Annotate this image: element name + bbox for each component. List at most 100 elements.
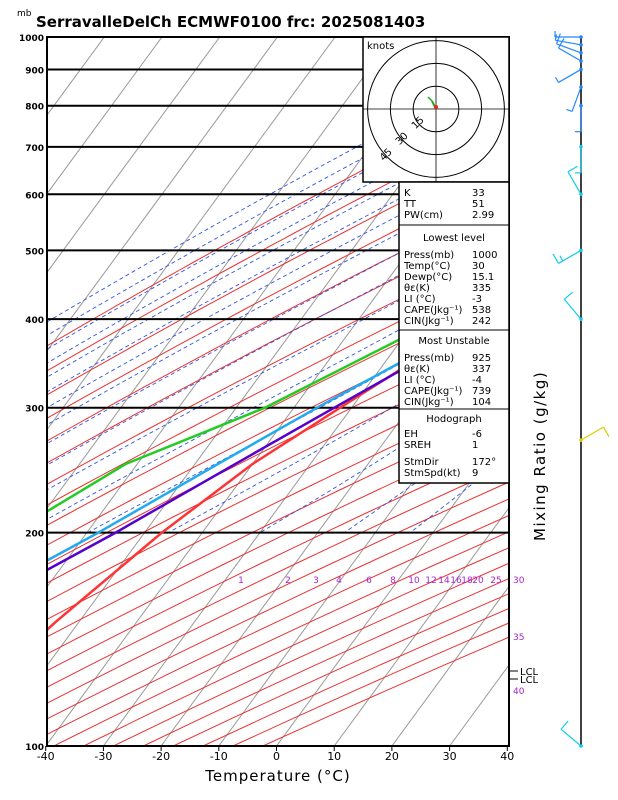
moist-adiabat-line xyxy=(47,95,509,350)
dry-adiabat-line xyxy=(47,197,509,442)
index-label: Temp(°C) xyxy=(403,261,451,272)
dry-adiabat-line xyxy=(47,172,509,419)
index-label: θε(K) xyxy=(404,283,430,294)
mixing-ratio-line xyxy=(595,37,618,194)
wind-barb xyxy=(555,39,582,46)
moist-adiabat-line xyxy=(47,110,509,364)
dry-adiabat-line xyxy=(47,481,509,704)
index-value: 1 xyxy=(472,440,478,451)
wind-barb-feather xyxy=(563,291,574,300)
mixing-ratio-label: 14 xyxy=(438,576,450,586)
mixing-ratio-label: 10 xyxy=(408,576,420,586)
pressure-tick-label: 500 xyxy=(25,247,44,257)
dry-adiabat-line xyxy=(47,391,509,620)
wind-barb-feather xyxy=(560,720,569,730)
profile-line-temperature xyxy=(47,301,509,632)
wind-barb-feather xyxy=(567,165,578,173)
dry-adiabat-line xyxy=(47,410,509,638)
pressure-tick-label: 100 xyxy=(25,743,44,753)
isotherm-line xyxy=(333,506,509,746)
index-value: 30 xyxy=(472,261,485,272)
wind-barb-station xyxy=(579,744,583,748)
index-value: 538 xyxy=(472,305,491,316)
index-label: PW(cm) xyxy=(404,210,443,221)
pressure-tick-label: 600 xyxy=(25,191,44,201)
index-value: -4 xyxy=(472,375,482,386)
wind-barb-feather xyxy=(566,108,573,113)
wind-barb-station xyxy=(579,42,583,47)
mixing-ratio-label: 8 xyxy=(390,576,396,586)
profile-line-parcel-most-unstable xyxy=(47,301,509,562)
moist-adiabat-line xyxy=(47,241,509,491)
dry-adiabat-line xyxy=(47,331,509,565)
index-label: LI (°C) xyxy=(404,294,436,305)
index-label: TT xyxy=(403,199,417,210)
index-label: LI (°C) xyxy=(404,375,436,386)
wind-barb-station xyxy=(579,145,583,149)
wind-barb xyxy=(558,47,582,62)
storm-motion-marker xyxy=(434,105,438,109)
profile-line-parcel-lowest-level xyxy=(47,307,509,572)
dry-adiabat-line xyxy=(47,498,509,720)
mixing-ratio-label: 3 xyxy=(313,576,319,586)
wind-barb-station xyxy=(579,317,583,321)
chart-title: SerravalleDelCh ECMWF0100 frc: 202508140… xyxy=(36,13,425,31)
sounding-profiles xyxy=(47,279,509,632)
indices-panel: K 33 TT 51 PW(cm) 2.99 Lowest level Press(mb) 10… xyxy=(398,181,510,484)
index-label: EH xyxy=(404,429,418,440)
wind-barb-station xyxy=(579,59,583,63)
isotherm-line xyxy=(47,37,278,352)
wind-barb-station xyxy=(579,35,583,39)
dry-adiabat-line xyxy=(47,244,509,485)
pressure-tick-label: 400 xyxy=(25,316,44,326)
isotherm-line xyxy=(391,585,509,746)
mixing-ratio-label: 40 xyxy=(513,687,525,697)
index-label: StmDir xyxy=(404,457,439,468)
dry-adiabat-line xyxy=(47,93,509,347)
wind-barb-feather xyxy=(559,255,564,262)
wind-barb xyxy=(558,68,582,83)
mixing-ratio-label: 35 xyxy=(513,633,524,643)
dry-adiabat-line xyxy=(47,221,509,464)
lcl-markers: LCL LCL xyxy=(509,667,539,686)
wind-barb-station xyxy=(579,248,583,253)
index-label: StmSpd(kt) xyxy=(404,468,461,479)
hodograph-unit: knots xyxy=(367,41,394,52)
dry-adiabat-line xyxy=(47,267,509,506)
index-value: 337 xyxy=(472,364,491,375)
wind-barb xyxy=(558,249,582,264)
dry-adiabat-line xyxy=(47,147,509,396)
mixing-ratio-label: 30 xyxy=(513,576,525,586)
wind-barb xyxy=(567,171,582,195)
index-value: -6 xyxy=(472,429,482,440)
wind-barb-feather xyxy=(554,76,560,83)
mixing-ratio-label: 20 xyxy=(472,576,484,586)
pressure-tick-label: 800 xyxy=(25,103,44,113)
wind-barb-station xyxy=(579,192,583,197)
pressure-tick-label: 900 xyxy=(25,66,44,76)
index-label: K xyxy=(404,188,411,199)
moist-adiabat-line xyxy=(47,175,509,426)
pressure-tick-label: 700 xyxy=(25,144,44,154)
index-value: 739 xyxy=(472,386,491,397)
index-label: CIN(Jkg⁻¹) xyxy=(404,397,454,408)
index-label: Press(mb) xyxy=(404,353,454,364)
mixing-ratio-label: 6 xyxy=(366,576,372,586)
moist-adiabat-line xyxy=(47,125,509,378)
wind-barb-station xyxy=(579,50,583,55)
dry-adiabat-line xyxy=(47,120,509,372)
mixing-ratio-label: 12 xyxy=(425,576,436,586)
wind-barb-station xyxy=(579,103,583,108)
pressure-axis-labels: 100 200 300 400 500 600 700 800 900 1000 xyxy=(19,34,44,753)
index-section-title: Lowest level xyxy=(423,233,485,244)
moist-adiabat-line xyxy=(47,195,509,445)
index-value: 172° xyxy=(472,457,496,468)
pressure-tick-label: 200 xyxy=(25,530,44,540)
isotherm-line xyxy=(565,37,618,746)
temperature-tick-label: 20 xyxy=(385,750,399,763)
wind-barb-station xyxy=(579,67,583,72)
wind-barb-station xyxy=(579,85,583,89)
